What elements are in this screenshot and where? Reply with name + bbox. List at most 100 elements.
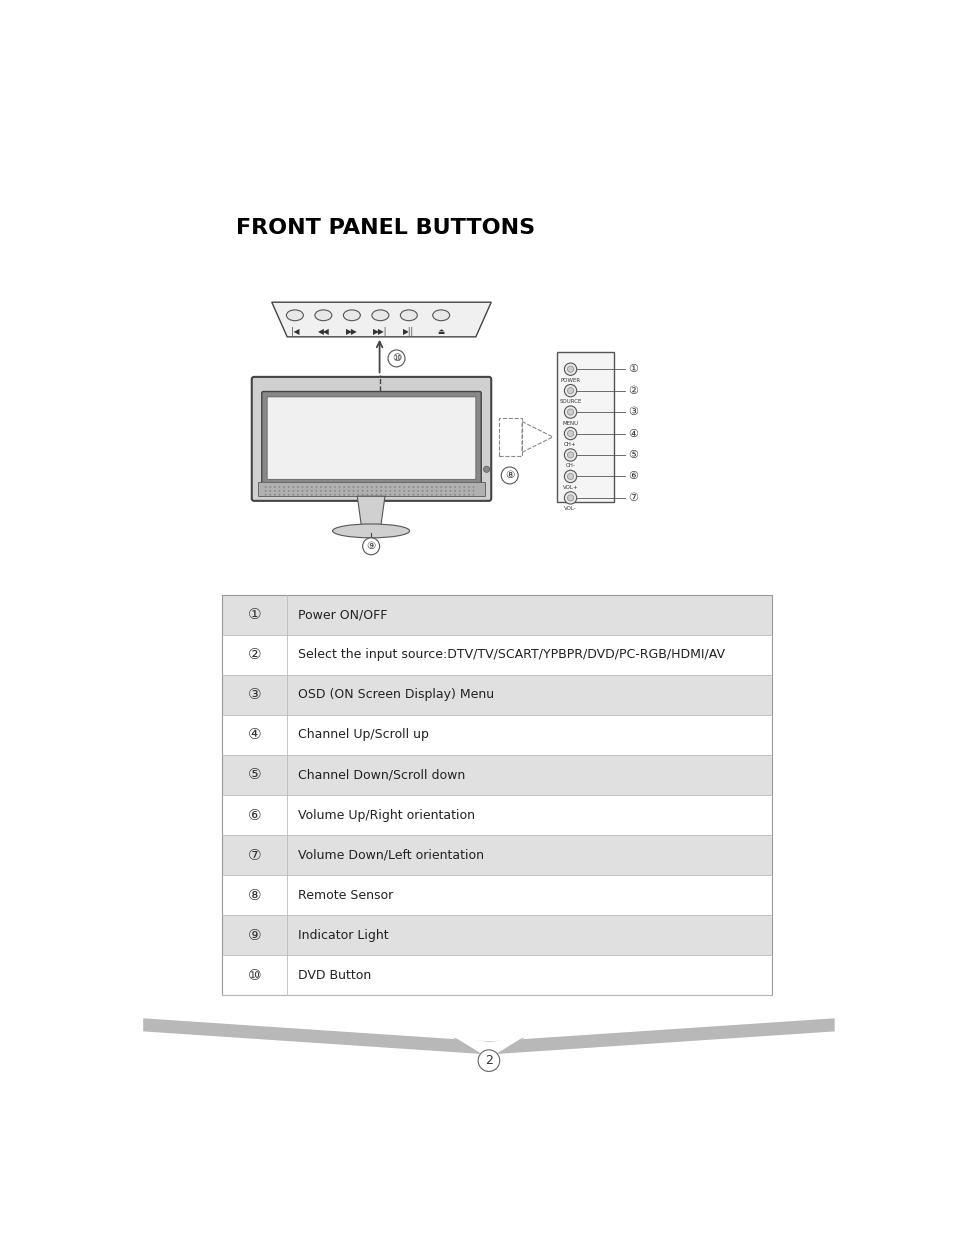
Circle shape bbox=[296, 490, 298, 492]
Circle shape bbox=[567, 495, 573, 501]
Circle shape bbox=[449, 494, 451, 495]
Text: ⑦: ⑦ bbox=[248, 847, 261, 862]
Text: POWER: POWER bbox=[560, 378, 580, 383]
Text: ▶▶: ▶▶ bbox=[346, 327, 357, 336]
Circle shape bbox=[454, 494, 456, 495]
Circle shape bbox=[416, 494, 418, 495]
Circle shape bbox=[394, 487, 395, 488]
Circle shape bbox=[375, 494, 377, 495]
Circle shape bbox=[352, 487, 354, 488]
Circle shape bbox=[338, 494, 340, 495]
Circle shape bbox=[371, 490, 373, 492]
Polygon shape bbox=[488, 1019, 834, 1055]
Ellipse shape bbox=[314, 310, 332, 321]
Text: ③: ③ bbox=[248, 688, 261, 703]
Circle shape bbox=[564, 363, 577, 375]
Circle shape bbox=[398, 490, 400, 492]
Circle shape bbox=[426, 490, 428, 492]
Text: ⑤: ⑤ bbox=[627, 450, 638, 459]
Circle shape bbox=[567, 452, 573, 458]
Circle shape bbox=[564, 448, 577, 461]
Circle shape bbox=[348, 490, 350, 492]
FancyBboxPatch shape bbox=[252, 377, 491, 501]
Circle shape bbox=[311, 487, 313, 488]
Circle shape bbox=[389, 490, 391, 492]
Circle shape bbox=[380, 487, 381, 488]
Circle shape bbox=[274, 487, 275, 488]
Circle shape bbox=[421, 487, 423, 488]
Text: ①: ① bbox=[627, 364, 638, 374]
Text: VOL+: VOL+ bbox=[562, 485, 578, 490]
Circle shape bbox=[315, 487, 317, 488]
Circle shape bbox=[408, 494, 410, 495]
Circle shape bbox=[293, 487, 294, 488]
Circle shape bbox=[274, 494, 275, 495]
Text: ⑩: ⑩ bbox=[248, 968, 261, 983]
Circle shape bbox=[567, 473, 573, 479]
Polygon shape bbox=[356, 496, 385, 530]
Circle shape bbox=[311, 494, 313, 495]
Bar bbox=[221, 755, 772, 795]
Circle shape bbox=[375, 487, 377, 488]
Text: Remote Sensor: Remote Sensor bbox=[297, 889, 393, 902]
Text: ◀◀: ◀◀ bbox=[317, 327, 329, 336]
Circle shape bbox=[301, 490, 303, 492]
Circle shape bbox=[500, 467, 517, 484]
Circle shape bbox=[320, 490, 322, 492]
Circle shape bbox=[362, 537, 379, 555]
Bar bbox=[221, 595, 772, 635]
Circle shape bbox=[306, 487, 308, 488]
Circle shape bbox=[567, 431, 573, 437]
Circle shape bbox=[366, 490, 368, 492]
Text: ④: ④ bbox=[627, 429, 638, 438]
Circle shape bbox=[264, 490, 266, 492]
Circle shape bbox=[567, 366, 573, 372]
Text: ③: ③ bbox=[627, 408, 638, 417]
Polygon shape bbox=[143, 1019, 488, 1055]
Bar bbox=[557, 352, 614, 503]
Ellipse shape bbox=[372, 310, 389, 321]
Circle shape bbox=[278, 494, 280, 495]
Text: ⑦: ⑦ bbox=[627, 493, 638, 503]
Text: MENU: MENU bbox=[562, 421, 578, 426]
Circle shape bbox=[366, 487, 368, 488]
Circle shape bbox=[334, 490, 335, 492]
Circle shape bbox=[384, 494, 386, 495]
Text: ▶||: ▶|| bbox=[403, 327, 414, 336]
Circle shape bbox=[394, 494, 395, 495]
Text: CH-: CH- bbox=[565, 463, 575, 468]
Circle shape bbox=[306, 490, 308, 492]
Circle shape bbox=[468, 487, 469, 488]
Circle shape bbox=[352, 494, 354, 495]
Circle shape bbox=[472, 487, 474, 488]
Circle shape bbox=[348, 494, 350, 495]
Circle shape bbox=[458, 487, 460, 488]
Circle shape bbox=[324, 494, 326, 495]
Circle shape bbox=[324, 487, 326, 488]
Circle shape bbox=[315, 490, 317, 492]
Bar bbox=[221, 835, 772, 876]
Circle shape bbox=[356, 494, 358, 495]
Circle shape bbox=[296, 494, 298, 495]
Circle shape bbox=[311, 490, 313, 492]
Circle shape bbox=[384, 490, 386, 492]
Circle shape bbox=[371, 494, 373, 495]
Circle shape bbox=[564, 406, 577, 419]
Circle shape bbox=[483, 466, 489, 472]
Circle shape bbox=[463, 487, 465, 488]
Circle shape bbox=[436, 487, 437, 488]
Circle shape bbox=[361, 490, 363, 492]
Text: Channel Up/Scroll up: Channel Up/Scroll up bbox=[297, 729, 429, 741]
Text: ⑧: ⑧ bbox=[248, 888, 261, 903]
Circle shape bbox=[416, 490, 418, 492]
Text: ④: ④ bbox=[248, 727, 261, 742]
Text: Select the input source:DTV/TV/SCART/YPBPR/DVD/PC-RGB/HDMI/AV: Select the input source:DTV/TV/SCART/YPB… bbox=[297, 648, 724, 662]
Bar bbox=[221, 795, 772, 835]
Text: CH+: CH+ bbox=[563, 442, 577, 447]
Circle shape bbox=[412, 494, 414, 495]
Circle shape bbox=[301, 494, 303, 495]
Text: VOL-: VOL- bbox=[563, 506, 577, 511]
Circle shape bbox=[293, 494, 294, 495]
Text: ▶▶|: ▶▶| bbox=[373, 327, 387, 336]
Circle shape bbox=[269, 494, 271, 495]
